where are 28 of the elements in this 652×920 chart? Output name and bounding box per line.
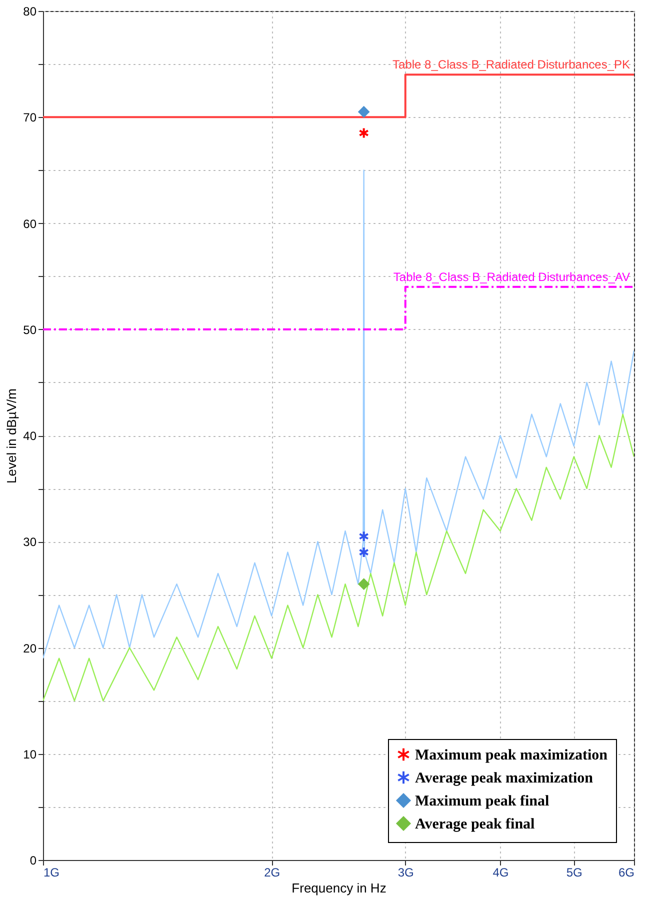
y-tick-label: 0 — [30, 854, 37, 868]
point — [358, 127, 369, 139]
point — [358, 106, 370, 118]
y-tick-label: 80 — [23, 4, 37, 18]
x-tick-label: 3G — [398, 866, 414, 880]
x-tick-label: 6G — [618, 866, 634, 880]
x-axis-title: Frequency in Hz — [292, 880, 386, 896]
point — [358, 546, 369, 558]
series-label: Table 8_Class B_Radiated Disturbances_PK — [392, 58, 630, 72]
point — [358, 578, 370, 590]
y-tick-label: 70 — [23, 110, 37, 125]
series-label: Table 8_Class B_Radiated Disturbances_AV — [393, 270, 630, 284]
x-tick-label: 2G — [264, 866, 280, 880]
y-tick-label: 60 — [23, 216, 37, 231]
y-tick-label: 40 — [23, 429, 37, 443]
y-tick-label: 30 — [23, 535, 37, 550]
legend-label: Average peak final — [415, 816, 535, 832]
legend-label: Maximum peak final — [415, 794, 550, 810]
x-tick-label: 5G — [566, 866, 582, 880]
y-tick-label: 10 — [23, 747, 37, 762]
legend-label: Maximum peak maximization — [415, 748, 608, 764]
y-tick-label: 20 — [23, 641, 37, 656]
y-tick-label: 50 — [23, 322, 37, 337]
legend-label: Average peak maximization — [415, 770, 594, 786]
x-tick-label: 1G — [44, 866, 60, 880]
point — [358, 530, 369, 542]
x-tick-label: 4G — [492, 866, 509, 880]
y-axis-title: Level in dBµV/m — [4, 388, 20, 484]
